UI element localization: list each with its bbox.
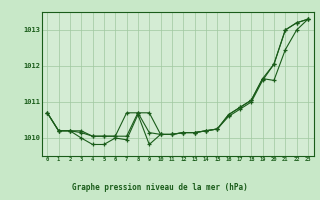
Text: Graphe pression niveau de la mer (hPa): Graphe pression niveau de la mer (hPa) xyxy=(72,183,248,192)
